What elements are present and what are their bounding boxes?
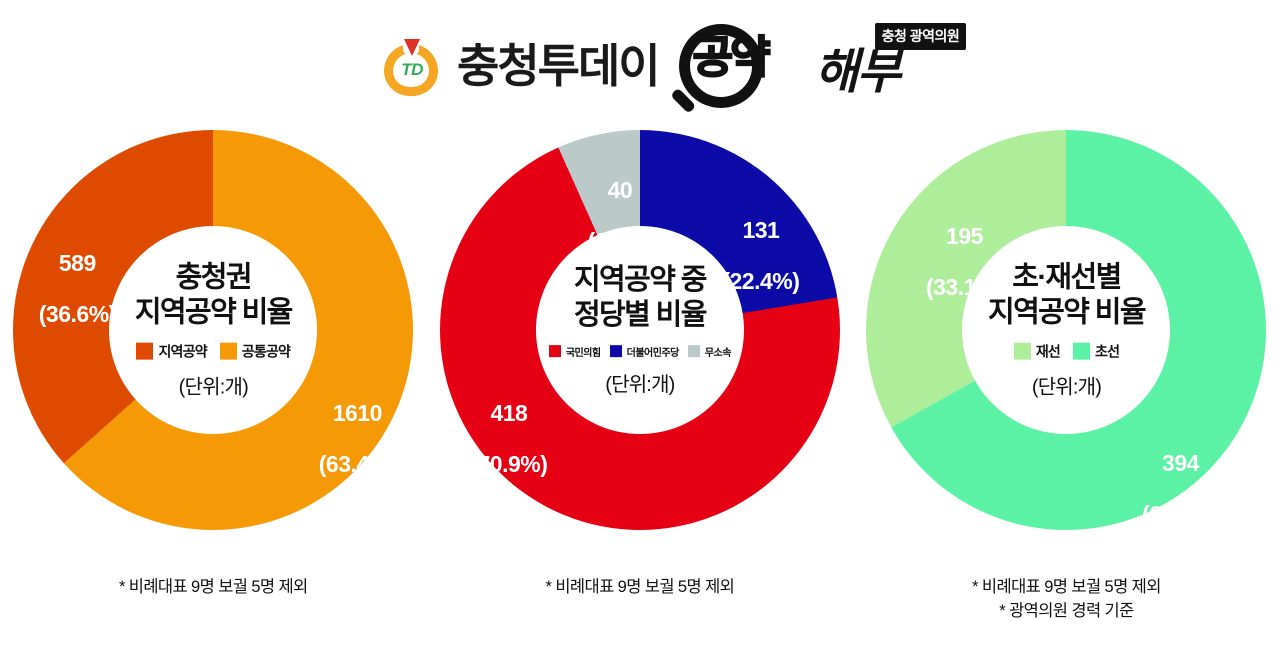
brand-title: 충청투데이 xyxy=(457,40,661,92)
keyword-text: 공약 xyxy=(692,33,772,82)
donut-hole-1 xyxy=(109,226,318,434)
footnote-1: * 비례대표 9명 보궐 5명 제외 xyxy=(118,578,308,596)
chart-panel-regional-ratio: 589 (36.6%) 1610 (63.4%) 충청권 지역공약 비율 지역공… xyxy=(0,130,427,652)
chart-panel-term-ratio: 195 (33.1%) 394 (66.9%) 초·재선별 지역공약 비율 재선… xyxy=(853,130,1280,652)
footnote-3: * 비례대표 9명 보궐 5명 제외 * 광역의원 경력 기준 xyxy=(972,578,1161,620)
page-header: TD 충청투데이 공약 충청 광역의원 해부 xyxy=(0,0,1280,130)
leaf-icon xyxy=(404,39,421,56)
donut-chart-2: 131 (22.4%) 418 (70.9%) 40 (6.8%) 지역공약 중… xyxy=(430,130,850,550)
suffix-text: 해부 xyxy=(814,46,901,99)
suffix-group: 충청 광역의원 해부 xyxy=(814,23,967,99)
chart-panel-party-ratio: 131 (22.4%) 418 (70.9%) 40 (6.8%) 지역공약 중… xyxy=(427,130,854,652)
donut-chart-1: 589 (36.6%) 1610 (63.4%) 충청권 지역공약 비율 지역공… xyxy=(3,130,423,550)
donut-chart-3: 195 (33.1%) 394 (66.9%) 초·재선별 지역공약 비율 재선… xyxy=(856,130,1276,550)
category-badge: 충청 광역의원 xyxy=(874,23,967,50)
magnifier-icon xyxy=(678,24,763,108)
magnifier-keyword-group: 공약 xyxy=(669,18,799,114)
footnote-2: * 비례대표 9명 보궐 5명 제외 xyxy=(545,578,735,596)
donut-hole-3 xyxy=(962,226,1171,434)
masthead: TD 충청투데이 공약 충청 광역의원 해부 xyxy=(381,18,967,114)
chungcheong-today-logo-icon: TD xyxy=(381,34,443,98)
donut-hole-2 xyxy=(535,226,744,434)
logo-td-text: TD xyxy=(401,60,423,79)
charts-row: 589 (36.6%) 1610 (63.4%) 충청권 지역공약 비율 지역공… xyxy=(0,130,1280,652)
